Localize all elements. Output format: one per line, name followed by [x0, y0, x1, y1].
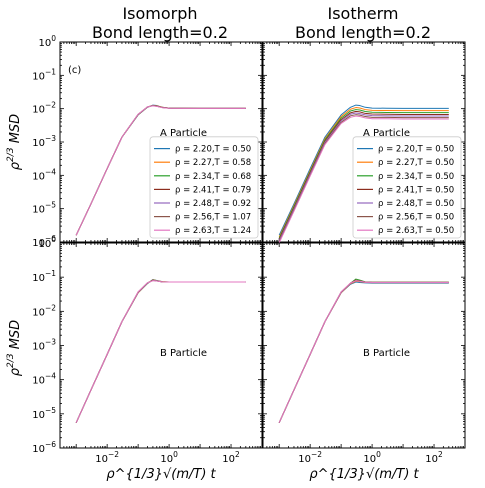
y-tick-label: 10−4	[32, 167, 56, 182]
series-line	[278, 104, 449, 236]
x-tick-label: 10−2	[298, 450, 322, 465]
y-tick-label: 10−3	[32, 134, 56, 149]
x-tick-label: 102	[425, 450, 443, 465]
y-axis-label-top: ρ2/3 MSD	[6, 114, 23, 170]
series-line	[278, 112, 449, 241]
legend-entry: ρ = 2.27,T = 0.58	[175, 158, 251, 168]
x-tick-label: 10−2	[95, 450, 119, 465]
legend-entry: ρ = 2.34,T = 0.68	[175, 172, 251, 182]
y-tick-label: 10−5	[32, 201, 56, 216]
column-title-isomorph: Isomorph Bond length=0.2	[60, 4, 260, 42]
column-title-line2: Bond length=0.2	[92, 23, 228, 42]
legend-entry: ρ = 2.41,T = 0.79	[175, 185, 251, 195]
column-title-line1: Isomorph	[122, 4, 198, 23]
panel-frame	[59, 242, 263, 449]
column-title-isotherm: Isotherm Bond length=0.2	[263, 4, 463, 42]
x-tick-label: 100	[363, 450, 381, 465]
x-axis-label-right: ρ^{1/3}√(m/T) t	[309, 467, 419, 482]
y-tick-label: 10−2	[32, 101, 56, 116]
x-tick-label: 100	[160, 450, 178, 465]
legend-entry: ρ = 2.34,T = 0.50	[378, 172, 454, 182]
legend-entry: ρ = 2.27,T = 0.50	[378, 158, 454, 168]
y-tick-label: 100	[38, 34, 56, 49]
legend: ρ = 2.20,T = 0.50 ρ = 2.27,T = 0.50 ρ = 2.…	[352, 136, 462, 239]
series-line	[75, 105, 246, 236]
legend-frame	[352, 136, 462, 239]
particle-annotation: A Particle	[160, 128, 207, 139]
legend-entry: ρ = 2.56,T = 0.50	[378, 213, 454, 223]
legend-entry: ρ = 2.20,T = 0.50	[378, 145, 454, 155]
x-tick-label: 102	[222, 450, 240, 465]
y-tick-label: 10−2	[32, 303, 56, 318]
legend-entry: ρ = 2.48,T = 0.50	[378, 199, 454, 209]
panel-letter: (c)	[68, 65, 81, 76]
particle-annotation: B Particle	[160, 348, 207, 359]
y-tick-label: 10−3	[32, 338, 56, 353]
y-tick-label: 10−6	[32, 440, 56, 455]
y-tick-label: 10−1	[32, 269, 56, 284]
panel-top-right: A Particle ρ = 2.20,T = 0.50 ρ = 2.27,T = …	[262, 41, 466, 243]
series-line	[75, 280, 246, 423]
y-tick-label: 100	[38, 235, 56, 250]
x-axis-label-left: ρ^{1/3}√(m/T) t	[106, 467, 216, 482]
panel-bottom-left: 100 10−1 10−2 10−3 10−4 10−5 10−6 10−2 100 102 B P…	[32, 235, 263, 465]
panel-frame	[262, 242, 466, 449]
series-line	[278, 109, 449, 239]
particle-annotation: A Particle	[363, 128, 410, 139]
legend-entry: ρ = 2.56,T = 1.07	[175, 213, 251, 223]
y-tick-label: 10−1	[32, 67, 56, 82]
y-tick-label: 10−5	[32, 406, 56, 421]
legend-entry: ρ = 2.63,T = 1.24	[175, 226, 251, 236]
particle-annotation: B Particle	[363, 348, 410, 359]
legend-entry: ρ = 2.48,T = 0.92	[175, 199, 251, 209]
series-line	[278, 280, 449, 423]
y-tick-label: 10−6	[32, 234, 56, 249]
legend-frame	[149, 136, 259, 239]
legend-entry: ρ = 2.63,T = 0.50	[378, 226, 454, 236]
column-title-line1: Isotherm	[327, 4, 399, 23]
column-title-line2: Bond length=0.2	[295, 23, 431, 42]
legend: ρ = 2.20,T = 0.50 ρ = 2.27,T = 0.58 ρ = 2.…	[149, 136, 259, 239]
y-axis-label-bottom: ρ2/3 MSD	[6, 320, 23, 376]
panel-bottom-right: 10−2 100 102 B Particle	[262, 242, 466, 465]
legend-entry: ρ = 2.41,T = 0.50	[378, 185, 454, 195]
y-tick-label: 10−4	[32, 372, 56, 387]
legend-entry: ρ = 2.20,T = 0.50	[175, 145, 251, 155]
series-line	[278, 115, 449, 243]
